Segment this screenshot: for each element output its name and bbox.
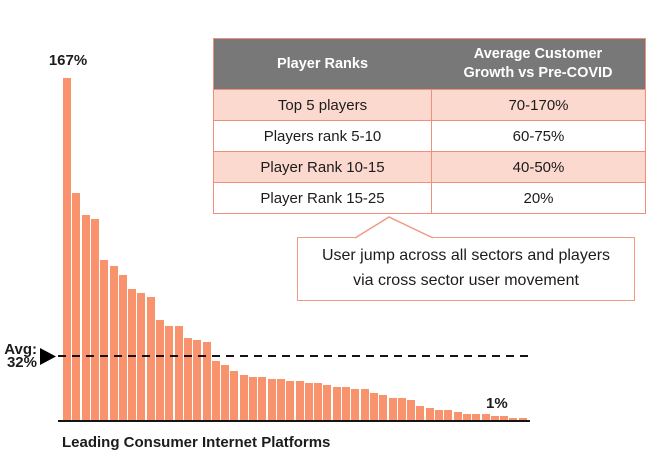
table-cell-rank: Players rank 5-10 (214, 121, 432, 151)
bar (249, 377, 257, 420)
bar (509, 418, 518, 420)
table-row: Player Rank 10-15 40-50% (214, 151, 645, 182)
bar (109, 266, 118, 420)
bar (360, 389, 369, 420)
bar (314, 383, 323, 420)
bar (202, 342, 211, 420)
table-cell-rank: Player Rank 10-15 (214, 152, 432, 182)
bar (518, 418, 527, 420)
bar (258, 377, 267, 420)
bar (425, 407, 434, 420)
max-value-label: 167% (48, 52, 88, 69)
callout-box: User jump across all sectors and players… (297, 237, 635, 301)
bar (416, 405, 425, 420)
bar (323, 385, 332, 420)
table-row: Top 5 players 70-170% (214, 89, 645, 120)
bar (472, 413, 481, 420)
bar (481, 413, 490, 420)
bar (453, 411, 462, 420)
average-value-label: Avg: 32% (4, 341, 37, 371)
bar (267, 379, 276, 420)
bar (230, 370, 239, 420)
bar (118, 274, 127, 420)
bar (276, 379, 285, 420)
bar (388, 397, 397, 420)
table-cell-growth: 20% (523, 189, 554, 207)
bar (435, 409, 443, 420)
bar (211, 360, 220, 420)
bar (90, 219, 99, 420)
table-header-row: Player Ranks Average Customer Growth vs … (214, 39, 645, 89)
bar (183, 338, 192, 420)
bar-series (63, 0, 543, 420)
bar (295, 381, 304, 420)
x-axis-line (58, 420, 530, 422)
bar (397, 397, 406, 420)
average-dashed-line (58, 355, 529, 357)
bar (239, 374, 248, 420)
bar (500, 415, 509, 420)
bar (63, 78, 71, 420)
callout-pointer-icon (354, 216, 434, 241)
table-cell-growth: 40-50% (512, 158, 565, 176)
bar (407, 399, 416, 420)
bar (146, 297, 155, 420)
table-header-growth: Average Customer Growth vs Pre-COVID (463, 46, 613, 81)
table-header-player-ranks: Player Ranks (276, 55, 369, 72)
bar (72, 192, 81, 420)
bar (156, 319, 164, 420)
bar (100, 260, 109, 420)
bar (379, 395, 388, 420)
bar (165, 325, 174, 420)
bar (351, 389, 360, 420)
min-value-label: 1% (486, 395, 508, 412)
table-row: Player Rank 15-25 20% (214, 182, 645, 213)
bar (193, 340, 202, 420)
bar (490, 415, 499, 420)
bar (332, 387, 341, 420)
player-ranks-table: Player Ranks Average Customer Growth vs … (213, 38, 646, 214)
bar (81, 215, 90, 420)
table-row: Players rank 5-10 60-75% (214, 120, 645, 151)
table-cell-growth: 60-75% (512, 127, 565, 145)
bar (444, 409, 453, 420)
bar (286, 381, 295, 420)
table-cell-growth: 70-170% (508, 96, 569, 114)
bar (342, 387, 350, 420)
bar (369, 393, 378, 420)
bar (221, 364, 230, 420)
table-cell-rank: Top 5 players (214, 90, 432, 120)
average-arrow-icon (40, 348, 56, 365)
table-cell-rank: Player Rank 15-25 (214, 183, 432, 213)
bar (462, 413, 471, 420)
bar (304, 383, 313, 420)
bar (128, 288, 137, 420)
x-axis-title: Leading Consumer Internet Platforms (62, 434, 331, 451)
bar (174, 325, 183, 420)
